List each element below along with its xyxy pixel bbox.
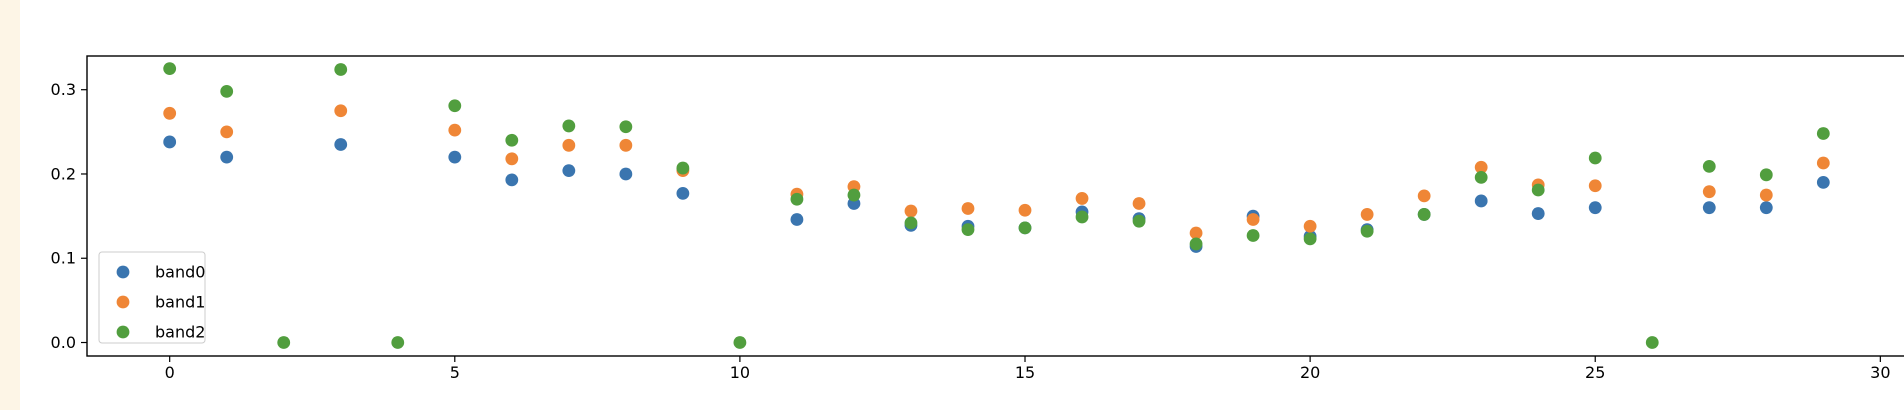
point-band2-20 [1303,232,1317,246]
point-band0-3 [448,150,462,164]
left-panel-strip [0,0,20,410]
x-tick-label-1: 5 [450,363,460,382]
point-band2-16 [1075,210,1089,224]
point-band0-7 [676,186,690,200]
point-band1-5 [562,138,576,152]
x-tick-label-6: 30 [1870,363,1890,382]
y-tick-label-0: 0.0 [51,333,76,352]
point-band2-24 [1531,183,1545,197]
y-tick-label-3: 0.3 [51,80,76,99]
point-band0-8 [790,213,804,226]
point-band1-18 [1360,208,1374,221]
legend: band0 band1 band2 [98,251,206,344]
point-band2-18 [1189,237,1203,251]
point-band0-22 [1588,201,1602,215]
point-band0-4 [505,173,519,187]
point-band1-15 [1189,226,1203,240]
point-band0-21 [1531,207,1545,220]
point-band2-8 [619,120,633,134]
point-band1-1 [220,125,234,139]
point-band2-11 [790,192,804,206]
point-band2-9 [676,161,690,175]
point-band2-29 [1816,127,1830,140]
point-band1-16 [1246,213,1260,226]
point-band1-12 [1018,203,1032,217]
point-band2-13 [904,216,918,230]
point-band1-4 [505,152,519,166]
legend-marker-band1 [116,295,130,309]
x-axis: 0 5 10 15 20 25 30 [165,356,1891,382]
point-band2-17 [1132,214,1146,228]
point-band1-13 [1075,192,1089,205]
point-band2-10 [733,336,747,349]
point-band2-23 [1474,170,1488,184]
point-band0-23 [1702,201,1716,215]
point-band1-3 [448,123,462,137]
point-band2-26 [1645,336,1659,349]
point-band2-14 [961,223,975,236]
point-band2-12 [847,188,861,202]
point-band1-19 [1417,189,1431,203]
x-tick-label-0: 0 [165,363,175,382]
plot-frame [86,55,1904,357]
point-band0-1 [220,150,234,164]
point-band2-3 [334,63,348,76]
point-band2-2 [277,336,291,349]
point-band1-0 [163,106,177,120]
point-band2-15 [1018,221,1032,235]
chart-container: 0 5 10 15 20 25 30 0.0 0.1 0.2 0.3 band0 band1 band… [20,0,1904,410]
point-band2-4 [391,336,405,349]
data-points [163,62,1830,349]
x-tick-label-3: 15 [1015,363,1035,382]
point-band1-14 [1132,197,1146,210]
point-band1-20 [1474,160,1488,174]
x-tick-label-2: 10 [730,363,750,382]
legend-label-band2: band2 [155,323,205,342]
point-band2-6 [505,133,519,147]
point-band0-2 [334,138,348,151]
point-band2-21 [1360,224,1374,238]
point-band0-6 [619,167,633,181]
point-band0-0 [163,135,177,149]
point-band2-19 [1246,229,1260,242]
point-band2-7 [562,119,576,133]
point-band2-0 [163,62,177,76]
point-band2-28 [1759,168,1773,182]
legend-label-band0: band0 [155,263,205,282]
point-band2-27 [1702,159,1716,173]
legend-marker-band0 [116,265,130,279]
point-band0-20 [1474,194,1488,208]
legend-label-band1: band1 [155,293,205,312]
point-band0-24 [1759,201,1773,215]
point-band1-2 [334,104,348,118]
y-axis: 0.0 0.1 0.2 0.3 [51,80,87,352]
point-band2-5 [448,99,462,113]
point-band1-17 [1303,219,1317,233]
y-tick-label-2: 0.2 [51,164,76,183]
x-tick-label-4: 20 [1300,363,1320,382]
point-band1-23 [1702,185,1716,199]
point-band0-25 [1816,176,1830,189]
point-band1-6 [619,138,633,152]
point-band1-11 [961,202,975,215]
point-band2-25 [1588,151,1602,165]
x-tick-label-5: 25 [1585,363,1605,382]
point-band1-22 [1588,179,1602,193]
point-band2-22 [1417,208,1431,221]
point-band1-10 [904,204,918,218]
scatter-chart: 0 5 10 15 20 25 30 0.00.10.20.3 band0band1band… [51,55,1904,382]
legend-marker-band2 [116,325,130,339]
y-tick-label-1: 0.1 [51,249,76,268]
point-band0-5 [562,164,576,178]
point-band2-1 [220,84,234,98]
point-band1-25 [1816,156,1830,170]
point-band1-24 [1759,188,1773,202]
